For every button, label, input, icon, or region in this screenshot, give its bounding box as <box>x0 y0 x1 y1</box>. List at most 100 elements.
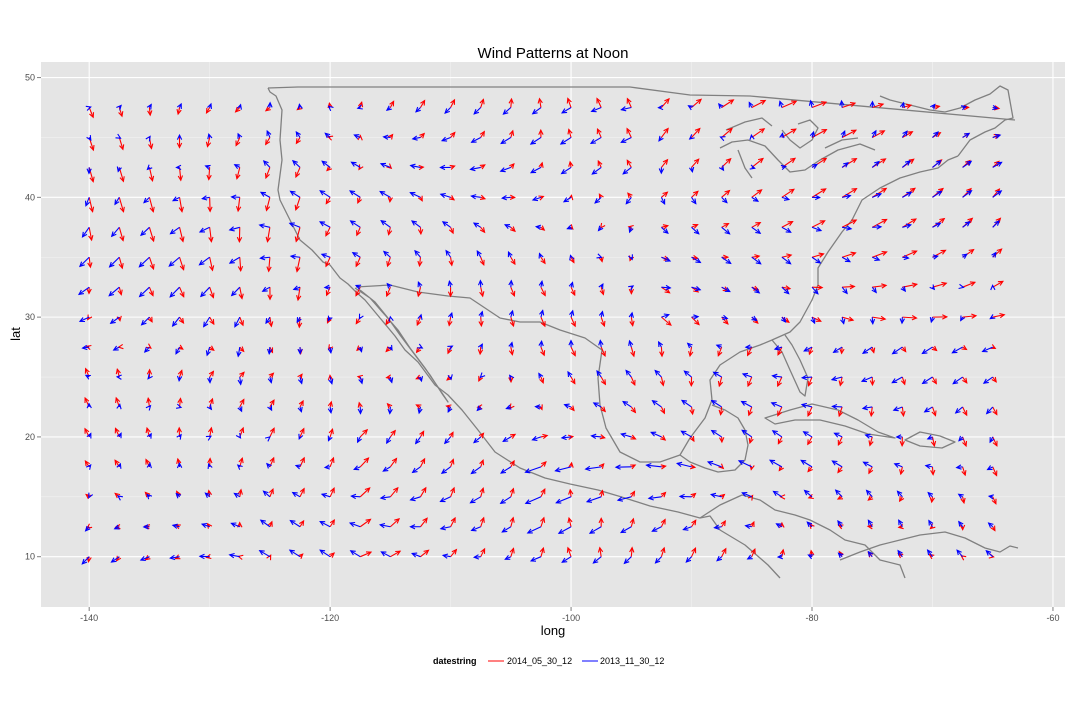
arrow-shaft <box>141 316 150 326</box>
arrow-head <box>629 490 636 497</box>
arrow-head <box>771 373 778 379</box>
arrow-head <box>386 402 393 409</box>
arrow-head <box>382 466 389 472</box>
arrow-shaft <box>567 547 572 557</box>
wind-arrow-2014 <box>145 343 152 349</box>
arrow-shaft <box>901 406 905 416</box>
arrow-head <box>956 549 962 556</box>
arrow-shaft <box>747 376 753 387</box>
arrow-head <box>787 221 794 227</box>
arrow-head <box>176 375 183 382</box>
arrow-head <box>447 311 454 319</box>
wind-arrow-2014 <box>265 137 271 146</box>
arrow-shaft <box>442 221 451 228</box>
wind-arrow-2014 <box>598 462 605 469</box>
wind-arrow-2014 <box>479 516 485 527</box>
y-tick-label: 50 <box>25 73 35 83</box>
arrow-head <box>449 131 456 138</box>
arrow-head <box>688 166 695 174</box>
wind-arrow-2013 <box>171 196 180 202</box>
arrow-head <box>961 345 968 351</box>
arrow-shaft <box>902 316 917 319</box>
arrow-head <box>295 171 301 179</box>
arrow-head <box>84 427 90 434</box>
wind-arrow-2013 <box>781 195 791 201</box>
arrow-head <box>146 432 152 439</box>
wind-arrow-2014 <box>841 101 857 109</box>
wind-arrow-2013 <box>228 256 241 264</box>
arrow-shaft <box>591 166 602 175</box>
wind-arrow-2014 <box>178 197 184 213</box>
wind-arrow-2013 <box>116 462 122 469</box>
wind-arrow-2013 <box>417 313 423 320</box>
arrow-head <box>299 427 305 434</box>
wind-arrow-2014 <box>931 376 937 385</box>
wind-arrow-2013 <box>678 493 692 500</box>
wind-arrow-2013 <box>902 223 913 229</box>
arrow-head <box>665 284 672 291</box>
arrow-head <box>119 176 125 183</box>
arrow-head <box>115 367 121 375</box>
arrow-head <box>596 127 602 135</box>
arrow-head <box>319 190 326 196</box>
wind-arrow-2014 <box>719 493 726 500</box>
wind-arrow-2013 <box>871 286 877 294</box>
wind-arrow-2013 <box>715 344 722 350</box>
wind-arrow-2013 <box>228 552 240 559</box>
wind-arrow-2013 <box>291 491 301 498</box>
wind-arrow-2013 <box>932 190 943 198</box>
wind-arrow-2013 <box>538 372 544 379</box>
wind-arrow-2014 <box>177 369 183 378</box>
arrow-head <box>752 196 760 202</box>
arrow-head <box>749 520 755 528</box>
arrow-head <box>723 254 730 260</box>
wind-arrow-2014 <box>450 548 458 558</box>
wind-arrow-2014 <box>176 107 182 116</box>
arrow-head <box>599 434 606 440</box>
arrow-shaft <box>78 286 90 295</box>
arrow-head <box>680 430 687 436</box>
arrow-head <box>662 228 669 235</box>
arrow-head <box>386 261 392 268</box>
arrow-head <box>619 528 627 534</box>
wind-arrow-2014 <box>570 346 576 357</box>
arrow-head <box>840 130 846 137</box>
wind-arrow-2013 <box>265 316 271 325</box>
wind-arrow-2013 <box>929 316 935 324</box>
arrow-head <box>259 191 267 197</box>
wind-arrow-2013 <box>357 436 362 444</box>
wind-arrow-2013 <box>923 406 933 413</box>
arrow-shaft <box>962 315 977 318</box>
plot-panel <box>41 62 1065 607</box>
arrow-head <box>999 312 1006 319</box>
arrow-head <box>328 378 334 385</box>
arrow-head <box>688 380 695 387</box>
wind-arrow-2013 <box>501 526 512 533</box>
wind-arrow-2013 <box>623 556 632 565</box>
wind-arrow-2014 <box>360 551 373 558</box>
arrow-head <box>116 432 122 439</box>
wind-arrow-2013 <box>207 376 213 384</box>
wind-arrow-2013 <box>138 256 150 268</box>
wind-arrow-2013 <box>897 549 903 558</box>
wind-arrow-2014 <box>991 376 997 383</box>
arrow-head <box>357 197 362 204</box>
wind-arrow-2013 <box>780 164 788 171</box>
arrow-head <box>144 491 151 498</box>
wind-arrow-2013 <box>584 465 602 472</box>
arrow-shaft <box>260 256 270 259</box>
arrow-shaft <box>502 526 512 533</box>
arrow-head <box>114 459 120 466</box>
arrow-head <box>264 436 271 442</box>
wind-arrow-2013 <box>713 524 722 530</box>
arrow-shaft <box>862 346 873 354</box>
arrow-head <box>205 141 212 148</box>
arrow-head <box>299 519 305 526</box>
wind-arrow-2013 <box>985 406 994 415</box>
arrow-head <box>350 161 357 167</box>
arrow-head <box>379 190 386 196</box>
arrow-shaft <box>922 376 933 384</box>
arrow-shaft <box>841 188 857 198</box>
arrow-head <box>654 369 661 376</box>
arrow-shaft <box>837 436 843 446</box>
